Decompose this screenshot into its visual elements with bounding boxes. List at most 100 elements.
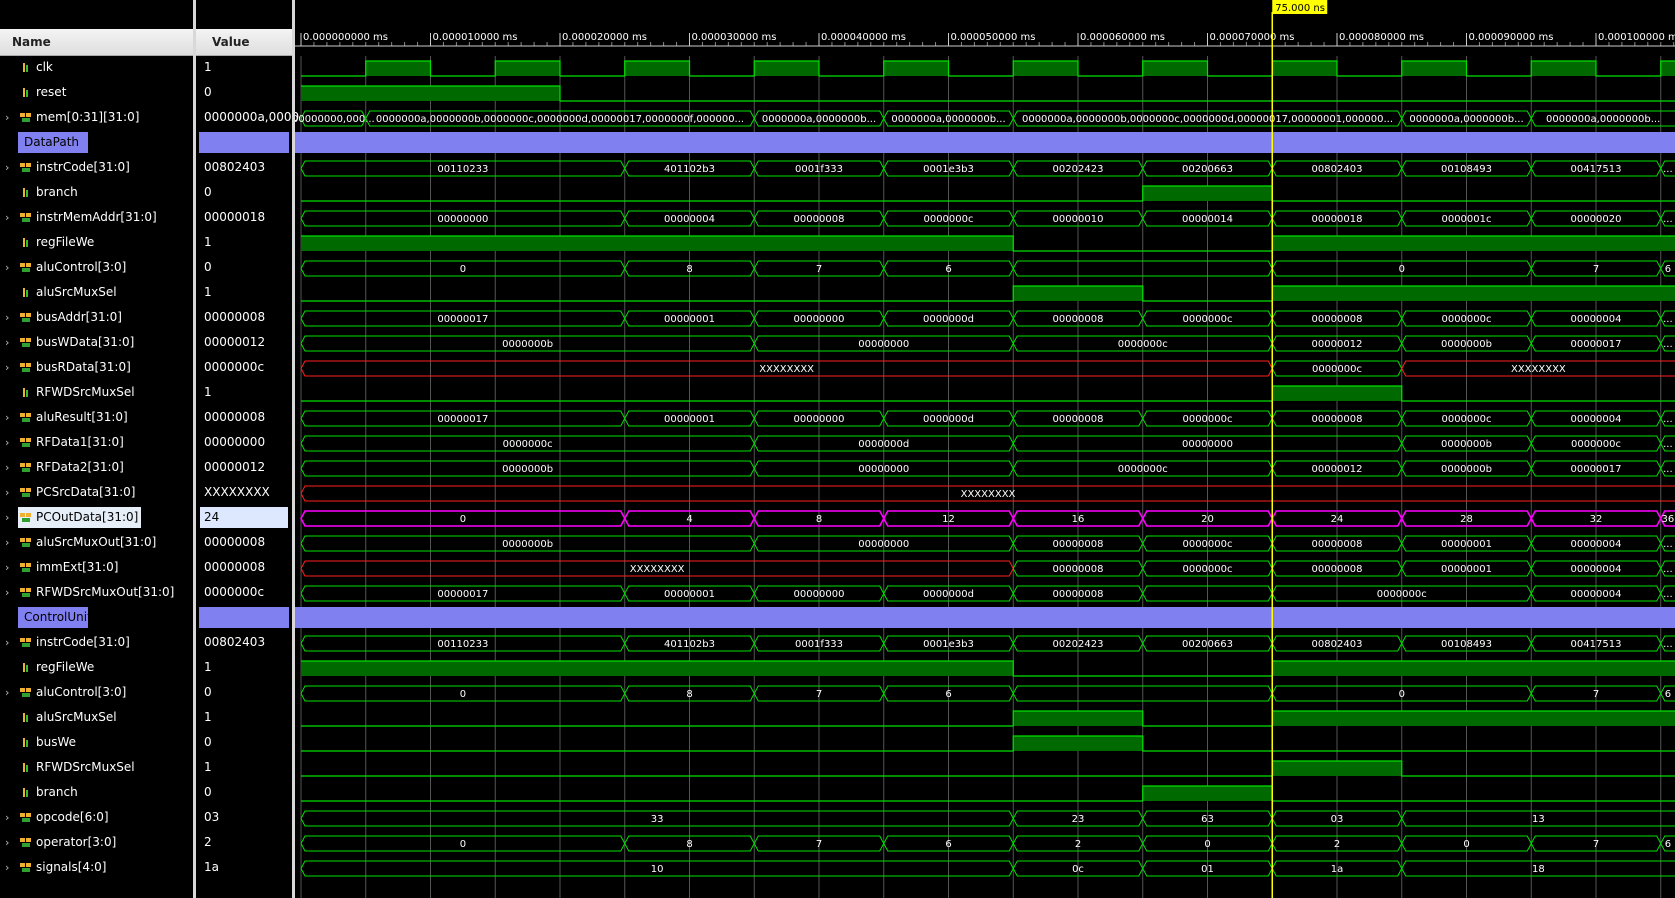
signal-row[interactable]: › opcode[6:0]: [0, 805, 193, 830]
value-row[interactable]: 0000000c: [196, 580, 292, 605]
signal-row[interactable]: RFWDSrcMuxSel: [0, 380, 193, 405]
signal-row[interactable]: › immExt[31:0]: [0, 555, 193, 580]
waveform-pcoutdata[interactable]: 0 4 8 12 16 20 24 28 32 36: [300, 510, 1675, 527]
value-row[interactable]: 1: [196, 755, 292, 780]
expand-chevron-icon[interactable]: ›: [5, 861, 10, 874]
expand-chevron-icon[interactable]: ›: [5, 811, 10, 824]
waveform-canvas[interactable]: 0.000000000 ms 0.000010000 ms 0.000020000 …: [295, 0, 1675, 898]
signal-row[interactable]: reset: [0, 80, 193, 105]
waveform-regfilewe[interactable]: [301, 660, 1675, 677]
waveform-opcode[interactable]: 33 23 63 03 13: [300, 810, 1675, 827]
waveform-alucontrol[interactable]: 0 8 7 6 0 7 6: [300, 685, 1675, 702]
group-label[interactable]: ControlUnit: [18, 607, 92, 628]
signal-row[interactable]: busWe: [0, 730, 193, 755]
waveform-alusrcmuxsel[interactable]: [301, 285, 1675, 302]
value-row[interactable]: [196, 130, 292, 155]
expand-chevron-icon[interactable]: ›: [5, 161, 10, 174]
signal-row[interactable]: › busWData[31:0]: [0, 330, 193, 355]
signal-row[interactable]: › PCOutData[31:0]: [0, 505, 193, 530]
signal-row[interactable]: › busAddr[31:0]: [0, 305, 193, 330]
signal-row[interactable]: › RFWDSrcMuxOut[31:0]: [0, 580, 193, 605]
signal-row[interactable]: › mem[0:31][31:0]: [0, 105, 193, 130]
expand-chevron-icon[interactable]: ›: [5, 511, 10, 524]
signal-row[interactable]: branch: [0, 180, 193, 205]
value-row[interactable]: 00000000: [196, 430, 292, 455]
signal-row[interactable]: › RFData1[31:0]: [0, 430, 193, 455]
signal-row[interactable]: aluSrcMuxSel: [0, 705, 193, 730]
waveform-immext[interactable]: XXXXXXXX 00000008 0000000c 00000008 00000001…: [300, 560, 1675, 577]
waveform-instrcode[interactable]: 00110233 401102b3 0001f333 0001e3b3 00202423…: [300, 635, 1675, 652]
signal-row[interactable]: aluSrcMuxSel: [0, 280, 193, 305]
waveform-alusrcmuxout[interactable]: 0000000b 00000000 00000008 0000000c 00000008…: [300, 535, 1675, 552]
expand-chevron-icon[interactable]: ›: [5, 686, 10, 699]
waveform-mem[interactable]: 00000000,000... 0000000a,0000000b,0000000…: [295, 110, 1675, 127]
waveform-group[interactable]: [295, 132, 1675, 153]
value-row[interactable]: 03: [196, 805, 292, 830]
value-row[interactable]: 0: [196, 80, 292, 105]
waveform-branch[interactable]: [301, 785, 1675, 802]
value-row[interactable]: 1: [196, 705, 292, 730]
expand-chevron-icon[interactable]: ›: [5, 336, 10, 349]
value-row[interactable]: 1: [196, 380, 292, 405]
value-row[interactable]: 00000008: [196, 530, 292, 555]
value-row[interactable]: 0: [196, 730, 292, 755]
expand-chevron-icon[interactable]: ›: [5, 636, 10, 649]
value-row[interactable]: 0000000a,0000: [196, 105, 299, 130]
waveform-buswe[interactable]: [301, 735, 1675, 752]
expand-chevron-icon[interactable]: ›: [5, 211, 10, 224]
expand-chevron-icon[interactable]: ›: [5, 836, 10, 849]
waveform-alucontrol[interactable]: 0 8 7 6 0 7 6: [300, 260, 1675, 277]
signal-row[interactable]: › instrCode[31:0]: [0, 155, 193, 180]
value-row[interactable]: 0: [196, 780, 292, 805]
signal-row[interactable]: › aluControl[3:0]: [0, 255, 193, 280]
waveform-rfwdsrcmuxout[interactable]: 00000017 00000001 00000000 0000000d 00000008…: [300, 585, 1675, 602]
value-row[interactable]: 1: [196, 280, 292, 305]
expand-chevron-icon[interactable]: ›: [5, 111, 10, 124]
signal-row[interactable]: › aluResult[31:0]: [0, 405, 193, 430]
waveform-alusrcmuxsel[interactable]: [301, 710, 1675, 727]
value-row[interactable]: 00000012: [196, 330, 292, 355]
signal-row[interactable]: › busRData[31:0]: [0, 355, 193, 380]
signal-row[interactable]: RFWDSrcMuxSel: [0, 755, 193, 780]
waveform-instrcode[interactable]: 00110233 401102b3 0001f333 0001e3b3 00202423…: [300, 160, 1675, 177]
signal-row[interactable]: clk: [0, 55, 193, 80]
waveform-reset[interactable]: [301, 85, 1675, 102]
value-row[interactable]: 00000008: [196, 305, 292, 330]
signal-row[interactable]: regFileWe: [0, 655, 193, 680]
name-value-splitter[interactable]: [193, 0, 196, 898]
expand-chevron-icon[interactable]: ›: [5, 561, 10, 574]
signal-row[interactable]: › RFData2[31:0]: [0, 455, 193, 480]
waveform-busrdata[interactable]: XXXXXXXX 0000000c XXXXXXXX: [300, 360, 1675, 377]
selected-signal-name[interactable]: PCOutData[31:0]: [18, 507, 142, 528]
value-row[interactable]: XXXXXXXX: [196, 480, 292, 505]
expand-chevron-icon[interactable]: ›: [5, 586, 10, 599]
signal-row[interactable]: › instrMemAddr[31:0]: [0, 205, 193, 230]
group-row[interactable]: DataPath: [0, 130, 193, 155]
signal-row[interactable]: › instrCode[31:0]: [0, 630, 193, 655]
value-row[interactable]: 00000018: [196, 205, 292, 230]
value-row[interactable]: 0: [196, 680, 292, 705]
waveform-group[interactable]: [295, 607, 1675, 628]
value-row[interactable]: 00802403: [196, 630, 292, 655]
signal-row[interactable]: branch: [0, 780, 193, 805]
value-row[interactable]: 00000008: [196, 405, 292, 430]
cursor-time-badge[interactable]: [1272, 0, 1328, 14]
waveform-operator[interactable]: 0 8 7 6 2 0 2 0 7 6: [300, 835, 1675, 852]
signal-row[interactable]: › PCSrcData[31:0]: [0, 480, 193, 505]
value-row[interactable]: 00000012: [196, 455, 292, 480]
signal-row[interactable]: › operator[3:0]: [0, 830, 193, 855]
waveform-rfwdsrcmuxsel[interactable]: [301, 760, 1675, 777]
value-row[interactable]: 1: [196, 230, 292, 255]
waveform-busaddr[interactable]: 00000017 00000001 00000000 0000000d 00000008…: [300, 310, 1675, 327]
waveform-aluresult[interactable]: 00000017 00000001 00000000 0000000d 00000008…: [300, 410, 1675, 427]
expand-chevron-icon[interactable]: ›: [5, 536, 10, 549]
expand-chevron-icon[interactable]: ›: [5, 361, 10, 374]
value-row[interactable]: 0: [196, 180, 292, 205]
time-cursor[interactable]: 75.000 ns: [1271, 0, 1328, 898]
waveform-instrmemaddr[interactable]: 00000000 00000004 00000008 0000000c 00000010…: [300, 210, 1675, 227]
value-row[interactable]: 1: [196, 655, 292, 680]
expand-chevron-icon[interactable]: ›: [5, 261, 10, 274]
value-row[interactable]: 2: [196, 830, 292, 855]
selected-signal-value[interactable]: 24: [200, 507, 288, 528]
value-column-header[interactable]: Value: [196, 29, 292, 56]
